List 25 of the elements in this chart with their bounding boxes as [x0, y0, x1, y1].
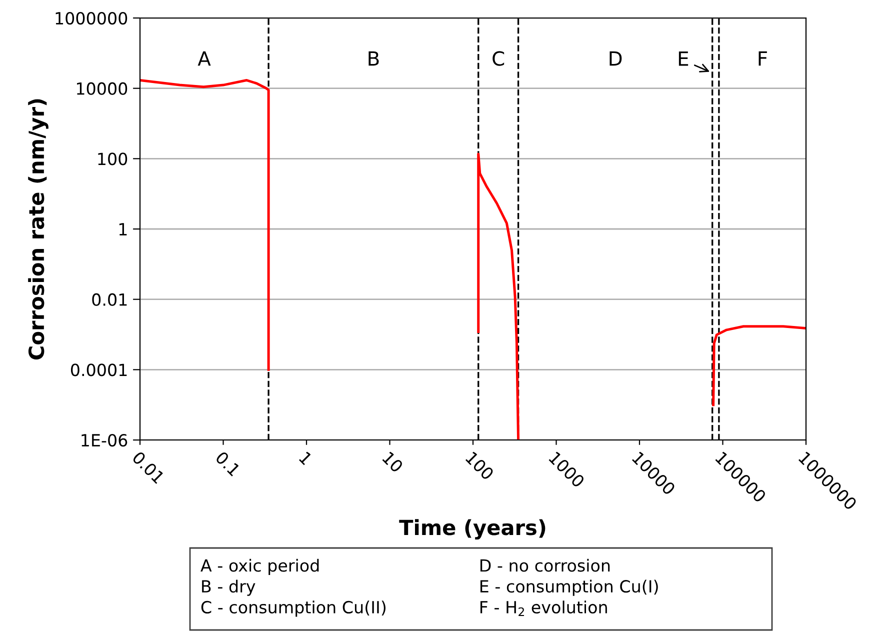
text: C - consumption Cu(II): [201, 600, 386, 617]
text: A - oxic period: [200, 558, 319, 576]
annotation: E: [678, 52, 688, 66]
text: F - H$_{2}$ evolution: [480, 600, 607, 616]
y-axis-title: Corrosion rate (nm/yr): [28, 99, 48, 360]
annotation: B: [368, 51, 379, 66]
annotation: F: [758, 51, 767, 66]
y-tick-label: 0.0001: [70, 364, 127, 376]
y-tick-label: 1E-06: [82, 434, 128, 447]
x-tick-label: 0.1: [214, 450, 241, 476]
x-tick-label: 1: [298, 451, 313, 466]
annotation: C: [492, 51, 504, 66]
annotation: D: [610, 51, 622, 66]
text: D - no corrosion: [480, 558, 610, 572]
x-tick-label: 10: [382, 451, 404, 474]
y-tick-label: 0.01: [92, 293, 127, 306]
text: B - dry: [202, 580, 256, 596]
y-tick-label: 10000: [77, 82, 128, 95]
text: E - consumption Cu(I): [480, 580, 658, 596]
y-tick-label: 1: [119, 223, 127, 236]
y-tick-label: 1000000: [56, 12, 128, 25]
y-tick-label: 100: [98, 152, 128, 166]
annotation: A: [198, 51, 211, 66]
x-tick-label: 100: [465, 451, 495, 481]
x-axis-title: Time (years): [399, 519, 546, 540]
